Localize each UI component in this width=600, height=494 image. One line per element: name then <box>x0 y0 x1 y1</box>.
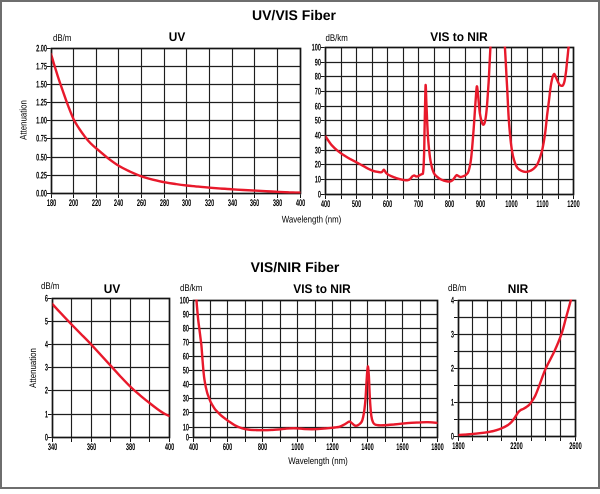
svg-text:6: 6 <box>45 294 48 305</box>
svg-text:1800: 1800 <box>452 441 464 452</box>
svg-text:1600: 1600 <box>396 442 408 453</box>
svg-text:400: 400 <box>321 199 330 210</box>
svg-text:dB/m: dB/m <box>53 33 71 44</box>
svg-text:200: 200 <box>69 198 78 209</box>
svg-text:400: 400 <box>165 442 174 453</box>
svg-text:UV: UV <box>104 282 121 296</box>
svg-text:30: 30 <box>183 394 189 405</box>
svg-text:4: 4 <box>451 296 455 307</box>
svg-text:UV/VIS Fiber: UV/VIS Fiber <box>252 7 337 23</box>
svg-text:0.75: 0.75 <box>36 134 47 145</box>
svg-text:VIS to NIR: VIS to NIR <box>430 30 487 44</box>
svg-text:10: 10 <box>315 175 321 186</box>
svg-text:800: 800 <box>445 199 454 210</box>
svg-text:90: 90 <box>183 310 189 321</box>
svg-text:340: 340 <box>48 442 57 453</box>
svg-text:0: 0 <box>45 433 48 444</box>
svg-text:500: 500 <box>352 199 361 210</box>
svg-text:1200: 1200 <box>326 442 338 453</box>
svg-text:dB/km: dB/km <box>180 283 202 294</box>
svg-text:60: 60 <box>315 102 321 113</box>
svg-text:3: 3 <box>451 330 454 341</box>
svg-text:Attenuation: Attenuation <box>28 348 39 388</box>
svg-text:1200: 1200 <box>567 199 579 210</box>
svg-text:1: 1 <box>45 410 49 421</box>
svg-text:20: 20 <box>183 408 189 419</box>
svg-text:900: 900 <box>476 199 485 210</box>
svg-text:2.00: 2.00 <box>36 44 47 55</box>
svg-text:300: 300 <box>182 198 191 209</box>
svg-text:30: 30 <box>315 146 321 157</box>
svg-text:1.75: 1.75 <box>36 62 47 73</box>
svg-text:0: 0 <box>318 190 321 201</box>
svg-text:400: 400 <box>296 198 305 209</box>
svg-text:70: 70 <box>315 87 321 98</box>
svg-text:1800: 1800 <box>431 442 443 453</box>
svg-text:1000: 1000 <box>505 199 517 210</box>
svg-text:360: 360 <box>87 442 96 453</box>
svg-text:dB/km: dB/km <box>326 33 348 44</box>
svg-text:600: 600 <box>223 442 232 453</box>
svg-text:Wavelength (nm): Wavelength (nm) <box>288 456 348 467</box>
svg-text:50: 50 <box>183 366 189 377</box>
svg-text:40: 40 <box>315 131 321 142</box>
svg-text:VIS to NIR: VIS to NIR <box>293 282 350 296</box>
svg-text:3: 3 <box>45 363 48 374</box>
svg-text:dB/m: dB/m <box>448 283 466 294</box>
svg-text:2: 2 <box>451 364 454 375</box>
svg-text:4: 4 <box>45 340 49 351</box>
svg-text:0: 0 <box>451 432 454 443</box>
svg-text:380: 380 <box>273 198 282 209</box>
svg-text:0.50: 0.50 <box>36 153 47 164</box>
svg-text:100: 100 <box>180 296 189 307</box>
svg-text:20: 20 <box>315 160 321 171</box>
svg-text:50: 50 <box>315 116 321 127</box>
svg-text:400: 400 <box>189 442 198 453</box>
svg-text:VIS/NIR Fiber: VIS/NIR Fiber <box>251 259 340 275</box>
svg-text:80: 80 <box>183 324 189 335</box>
svg-text:360: 360 <box>250 198 259 209</box>
svg-text:380: 380 <box>126 442 135 453</box>
svg-text:0.00: 0.00 <box>36 189 47 200</box>
svg-text:100: 100 <box>312 43 321 54</box>
svg-text:2200: 2200 <box>510 441 522 452</box>
svg-text:1000: 1000 <box>291 442 303 453</box>
svg-text:240: 240 <box>114 198 123 209</box>
svg-text:10: 10 <box>183 423 189 434</box>
svg-text:Wavelength (nm): Wavelength (nm) <box>282 215 342 226</box>
svg-text:70: 70 <box>183 338 189 349</box>
svg-text:700: 700 <box>414 199 423 210</box>
svg-text:1100: 1100 <box>536 199 548 210</box>
svg-text:Attenuation: Attenuation <box>19 100 30 140</box>
svg-text:340: 340 <box>228 198 237 209</box>
svg-text:320: 320 <box>205 198 214 209</box>
svg-text:280: 280 <box>160 198 169 209</box>
svg-text:260: 260 <box>137 198 146 209</box>
svg-text:NIR: NIR <box>508 282 528 296</box>
svg-text:2: 2 <box>45 386 48 397</box>
svg-text:600: 600 <box>383 199 392 210</box>
svg-text:1400: 1400 <box>361 442 373 453</box>
svg-text:dB/m: dB/m <box>41 281 59 292</box>
svg-text:60: 60 <box>183 352 189 363</box>
svg-text:1.50: 1.50 <box>36 80 47 91</box>
svg-text:40: 40 <box>183 380 189 391</box>
svg-text:220: 220 <box>92 198 101 209</box>
svg-text:UV: UV <box>169 30 186 44</box>
svg-text:1.25: 1.25 <box>36 98 47 109</box>
svg-text:180: 180 <box>47 198 56 209</box>
svg-text:1: 1 <box>451 398 455 409</box>
svg-text:0.25: 0.25 <box>36 171 47 182</box>
svg-text:2600: 2600 <box>569 441 581 452</box>
svg-text:80: 80 <box>315 72 321 83</box>
svg-text:5: 5 <box>45 317 49 328</box>
svg-text:1.00: 1.00 <box>36 116 47 127</box>
svg-text:800: 800 <box>258 442 267 453</box>
svg-text:90: 90 <box>315 58 321 69</box>
svg-text:0: 0 <box>186 433 189 444</box>
